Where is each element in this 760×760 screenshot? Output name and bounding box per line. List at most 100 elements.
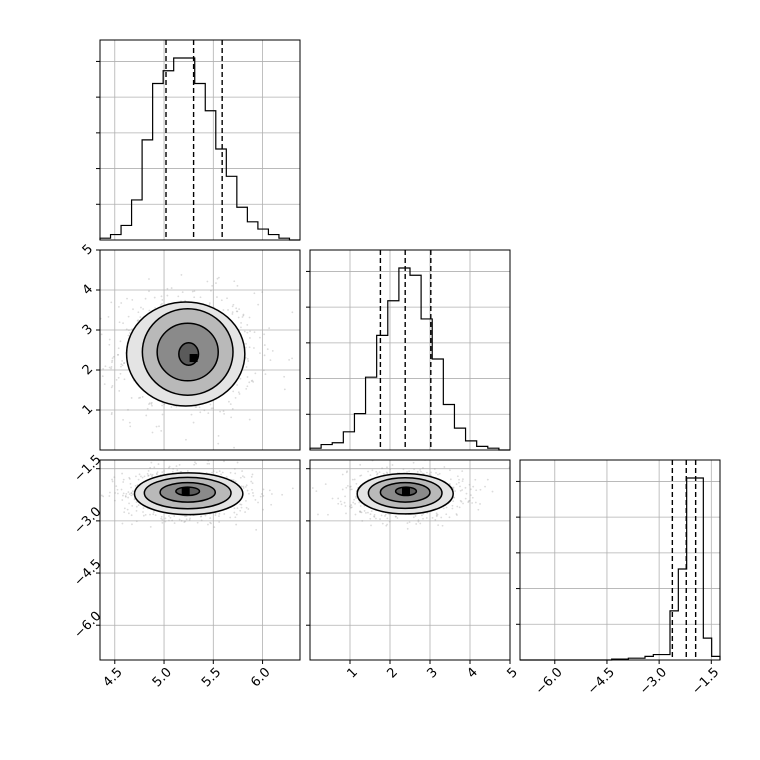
sample-point xyxy=(464,497,467,500)
sample-point xyxy=(175,465,178,468)
sample-point xyxy=(193,296,196,299)
sample-point xyxy=(142,514,145,517)
sample-point xyxy=(121,499,124,501)
sample-point xyxy=(151,404,153,407)
sample-point xyxy=(244,346,247,349)
sample-point xyxy=(253,331,256,334)
sample-point xyxy=(110,365,113,368)
sample-point xyxy=(108,495,111,497)
sample-point xyxy=(111,480,114,483)
density-peak xyxy=(189,354,198,362)
sample-point xyxy=(460,500,463,503)
density-group-2 xyxy=(311,458,510,530)
sample-point xyxy=(144,513,147,516)
sample-point xyxy=(231,313,234,315)
sample-point xyxy=(135,520,138,523)
sample-point xyxy=(157,463,160,465)
sample-point xyxy=(185,515,188,518)
sample-point xyxy=(117,347,120,350)
x-tick-label: 1 xyxy=(344,665,360,681)
sample-point xyxy=(169,516,172,519)
sample-point xyxy=(435,514,438,517)
sample-point xyxy=(360,511,363,514)
sample-point xyxy=(184,520,187,523)
sample-point xyxy=(164,517,167,520)
sample-point xyxy=(315,490,318,493)
sample-point xyxy=(183,521,186,523)
sample-point xyxy=(139,316,142,318)
sample-point xyxy=(413,468,416,471)
sample-point xyxy=(474,501,477,504)
sample-point xyxy=(126,297,128,300)
sample-point xyxy=(230,416,233,419)
sample-point xyxy=(378,471,381,474)
sample-point xyxy=(243,246,245,248)
sample-point xyxy=(245,499,247,502)
sample-point xyxy=(130,492,133,495)
sample-point xyxy=(178,518,181,521)
sample-point xyxy=(163,470,165,472)
sample-point xyxy=(142,308,145,310)
sample-point xyxy=(428,473,431,476)
sample-point xyxy=(263,354,266,357)
sample-point xyxy=(266,348,269,351)
sample-point xyxy=(235,307,238,310)
sample-point xyxy=(355,495,357,498)
sample-point xyxy=(236,461,239,464)
sample-point xyxy=(449,478,452,481)
sample-point xyxy=(158,425,160,428)
sample-point xyxy=(271,350,274,352)
sample-point xyxy=(156,471,159,474)
sample-point xyxy=(98,383,100,385)
sample-point xyxy=(117,376,120,379)
sample-point xyxy=(214,512,217,515)
sample-point xyxy=(245,387,248,390)
sample-point xyxy=(129,482,132,485)
sample-point xyxy=(127,491,130,493)
sample-point xyxy=(417,519,420,522)
sample-point xyxy=(154,514,157,517)
sample-point xyxy=(114,492,117,494)
sample-point xyxy=(263,333,266,336)
sample-point xyxy=(402,468,405,471)
sample-point xyxy=(251,482,254,485)
sample-point xyxy=(235,513,238,516)
sample-point xyxy=(472,485,475,488)
sample-point xyxy=(239,377,242,380)
sample-point xyxy=(416,470,419,473)
sample-point xyxy=(206,462,209,465)
sample-point xyxy=(127,334,130,337)
sample-point xyxy=(193,290,196,293)
sample-point xyxy=(421,514,423,517)
sample-point xyxy=(367,511,369,514)
contour-line-3 xyxy=(125,301,246,407)
sample-point xyxy=(395,515,397,518)
sample-point xyxy=(229,516,232,519)
sample-point xyxy=(349,488,352,491)
sample-point xyxy=(341,473,344,476)
sample-point xyxy=(192,421,195,424)
sample-point xyxy=(339,500,342,503)
sample-point xyxy=(218,515,220,518)
sample-point xyxy=(291,357,293,360)
sample-point xyxy=(231,311,234,313)
sample-point xyxy=(146,407,149,410)
sample-point xyxy=(232,479,235,481)
sample-point xyxy=(131,490,134,493)
sample-point xyxy=(248,381,251,384)
sample-point xyxy=(246,489,249,492)
sample-point xyxy=(218,521,221,523)
sample-point xyxy=(474,478,477,481)
sample-point xyxy=(420,470,422,473)
sample-point xyxy=(227,309,229,311)
sample-point xyxy=(96,352,98,354)
sample-point xyxy=(471,502,474,504)
x-tick-label: 6.0 xyxy=(248,665,273,690)
sample-point xyxy=(166,287,169,290)
sample-point xyxy=(442,458,444,460)
sample-point xyxy=(131,299,134,301)
contour-line-3 xyxy=(356,472,454,515)
sample-point xyxy=(108,338,111,341)
sample-point xyxy=(195,406,198,408)
sample-point xyxy=(459,499,462,502)
